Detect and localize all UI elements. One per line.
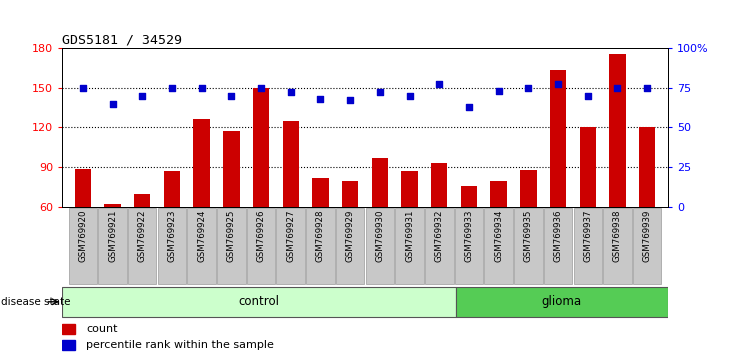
Point xyxy=(404,93,415,98)
FancyBboxPatch shape xyxy=(544,208,572,284)
Bar xyxy=(223,131,239,207)
Text: control: control xyxy=(239,295,280,308)
FancyBboxPatch shape xyxy=(69,208,97,284)
Point xyxy=(642,85,653,91)
Text: GSM769934: GSM769934 xyxy=(494,210,503,262)
Bar xyxy=(193,120,210,207)
Bar xyxy=(550,70,566,207)
Point xyxy=(523,85,534,91)
FancyBboxPatch shape xyxy=(633,208,661,284)
Text: GSM769924: GSM769924 xyxy=(197,210,206,262)
Text: percentile rank within the sample: percentile rank within the sample xyxy=(86,340,274,350)
FancyBboxPatch shape xyxy=(306,208,335,284)
Point xyxy=(612,85,623,91)
Point xyxy=(255,85,267,91)
Point xyxy=(166,85,178,91)
FancyBboxPatch shape xyxy=(247,208,275,284)
FancyBboxPatch shape xyxy=(366,208,394,284)
Point xyxy=(434,82,445,87)
FancyBboxPatch shape xyxy=(574,208,602,284)
Bar xyxy=(491,181,507,207)
Bar xyxy=(62,340,75,350)
FancyBboxPatch shape xyxy=(514,208,542,284)
Bar xyxy=(312,178,328,207)
Text: GSM769930: GSM769930 xyxy=(375,210,385,262)
Text: GSM769938: GSM769938 xyxy=(613,210,622,262)
Text: GSM769928: GSM769928 xyxy=(316,210,325,262)
FancyBboxPatch shape xyxy=(188,208,216,284)
Text: GDS5181 / 34529: GDS5181 / 34529 xyxy=(62,34,182,47)
Text: GSM769935: GSM769935 xyxy=(524,210,533,262)
Point xyxy=(196,85,207,91)
Point xyxy=(582,93,593,98)
Bar xyxy=(164,171,180,207)
FancyBboxPatch shape xyxy=(425,208,453,284)
Text: GSM769932: GSM769932 xyxy=(435,210,444,262)
Bar xyxy=(431,163,447,207)
FancyBboxPatch shape xyxy=(158,208,186,284)
Text: GSM769925: GSM769925 xyxy=(227,210,236,262)
Text: glioma: glioma xyxy=(542,295,582,308)
Point xyxy=(226,93,237,98)
Bar xyxy=(639,127,656,207)
Bar xyxy=(580,127,596,207)
FancyBboxPatch shape xyxy=(485,208,513,284)
Bar xyxy=(62,324,75,333)
Text: GSM769927: GSM769927 xyxy=(286,210,295,262)
Point xyxy=(77,85,88,91)
FancyBboxPatch shape xyxy=(396,208,424,284)
Point xyxy=(463,104,474,110)
Text: GSM769936: GSM769936 xyxy=(553,210,563,262)
Bar xyxy=(134,194,150,207)
Text: GSM769933: GSM769933 xyxy=(464,210,474,262)
Text: GSM769929: GSM769929 xyxy=(345,210,355,262)
FancyBboxPatch shape xyxy=(603,208,631,284)
FancyBboxPatch shape xyxy=(128,208,156,284)
Point xyxy=(137,93,148,98)
FancyBboxPatch shape xyxy=(217,208,245,284)
Bar xyxy=(253,88,269,207)
Bar xyxy=(74,169,91,207)
Bar xyxy=(342,181,358,207)
Point xyxy=(315,96,326,102)
Text: GSM769939: GSM769939 xyxy=(642,210,652,262)
FancyBboxPatch shape xyxy=(99,208,127,284)
Bar xyxy=(610,55,626,207)
FancyBboxPatch shape xyxy=(62,287,456,317)
Point xyxy=(107,101,118,107)
Text: disease state: disease state xyxy=(1,297,70,307)
Text: GSM769931: GSM769931 xyxy=(405,210,414,262)
FancyBboxPatch shape xyxy=(277,208,305,284)
Text: GSM769926: GSM769926 xyxy=(256,210,266,262)
Bar xyxy=(520,170,537,207)
Point xyxy=(285,90,296,95)
Point xyxy=(552,82,564,87)
Bar xyxy=(402,171,418,207)
Point xyxy=(374,90,385,95)
Bar xyxy=(461,186,477,207)
Bar xyxy=(372,158,388,207)
Point xyxy=(493,88,504,94)
Text: GSM769922: GSM769922 xyxy=(138,210,147,262)
Bar xyxy=(104,205,120,207)
Text: GSM769923: GSM769923 xyxy=(167,210,177,262)
FancyBboxPatch shape xyxy=(336,208,364,284)
FancyBboxPatch shape xyxy=(455,208,483,284)
Bar xyxy=(283,121,299,207)
Text: GSM769937: GSM769937 xyxy=(583,210,592,262)
Text: GSM769921: GSM769921 xyxy=(108,210,117,262)
Point xyxy=(345,97,356,103)
Text: count: count xyxy=(86,324,118,334)
Text: GSM769920: GSM769920 xyxy=(78,210,88,262)
FancyBboxPatch shape xyxy=(456,287,668,317)
